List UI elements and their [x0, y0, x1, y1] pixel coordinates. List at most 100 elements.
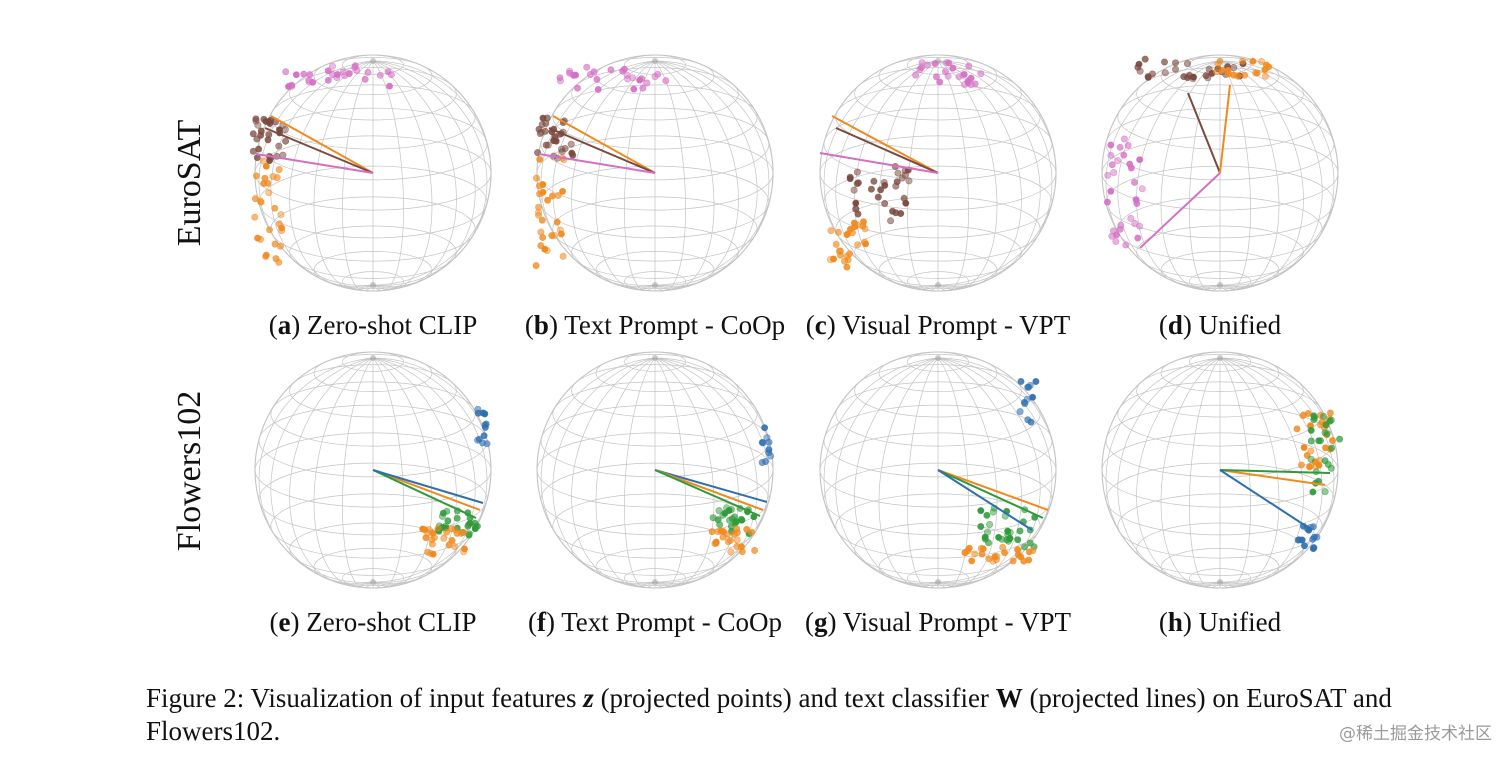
feature-point-pink: [955, 73, 963, 81]
feature-point-green: [983, 511, 991, 519]
feature-point-blue: [1310, 544, 1318, 552]
feature-point-brown: [874, 193, 882, 201]
feature-point-orange: [1218, 66, 1226, 74]
feature-point-pink: [619, 67, 627, 75]
feature-point-orange: [1025, 548, 1033, 556]
feature-point-brown: [265, 157, 273, 165]
subcaption-title: Visual Prompt - VPT: [842, 607, 1071, 637]
feature-point-pink: [1104, 171, 1112, 179]
feature-point-brown: [567, 140, 575, 148]
feature-point-green: [1311, 414, 1319, 422]
feature-point-pink: [654, 70, 662, 78]
feature-point-orange: [535, 211, 543, 219]
sphere-plot-d: [1101, 54, 1339, 292]
feature-point-green: [1315, 437, 1323, 445]
feature-point-pink: [961, 80, 969, 88]
feature-point-blue: [1021, 400, 1029, 408]
classifier-line-orange: [270, 115, 374, 174]
feature-point-orange: [275, 166, 283, 174]
feature-point-green: [1327, 416, 1335, 424]
feature-point-orange: [548, 192, 556, 200]
feature-point-orange: [262, 252, 270, 260]
feature-point-pink: [629, 74, 637, 82]
feature-point-pink: [931, 59, 939, 67]
classifier-line-green: [372, 469, 477, 519]
classifier-line-brown: [264, 127, 374, 174]
subcaption-b: (b) Text Prompt - CoOp: [524, 310, 786, 340]
feature-point-orange: [443, 528, 451, 536]
feature-point-brown: [877, 186, 885, 194]
subcaption-letter: f: [536, 607, 546, 637]
feature-point-pink: [918, 59, 926, 67]
feature-point-pink: [977, 70, 985, 78]
feature-point-pink: [1107, 141, 1115, 149]
feature-point-brown: [867, 185, 875, 193]
feature-point-green: [1016, 527, 1024, 535]
feature-point-pink: [1134, 234, 1142, 242]
sphere-plot-h: [1101, 351, 1344, 589]
feature-point-orange: [1014, 546, 1022, 554]
subcaption-f: (f) Text Prompt - CoOp: [527, 607, 783, 637]
feature-point-brown: [1205, 65, 1213, 73]
subcaption-letter: d: [1167, 310, 1183, 340]
feature-point-green: [1014, 536, 1022, 544]
feature-point-orange: [551, 232, 559, 240]
feature-point-orange: [843, 252, 851, 260]
row-label-eurosat: EuroSAT: [171, 119, 208, 247]
feature-point-orange: [1326, 409, 1334, 417]
feature-point-pink: [1109, 227, 1117, 235]
feature-point-orange: [548, 232, 556, 240]
classifier-line-pink: [255, 153, 374, 174]
feature-point-orange: [554, 192, 562, 200]
feature-point-orange: [427, 550, 435, 558]
feature-point-brown: [850, 186, 858, 194]
feature-point-orange: [460, 548, 468, 556]
feature-point-brown: [846, 175, 854, 183]
feature-point-blue: [1016, 408, 1024, 416]
feature-point-orange: [271, 204, 279, 212]
feature-point-brown: [892, 182, 900, 190]
classifier-line-brown: [835, 127, 939, 174]
feature-point-orange: [844, 230, 852, 238]
feature-point-blue: [474, 436, 482, 444]
feature-point-pink: [351, 63, 359, 71]
feature-point-blue: [1301, 542, 1309, 550]
feature-point-brown: [252, 117, 260, 125]
feature-point-orange: [991, 553, 999, 561]
feature-point-brown: [568, 149, 576, 157]
feature-point-pink: [593, 75, 601, 83]
feature-point-pink: [1107, 151, 1115, 159]
feature-point-brown: [282, 137, 290, 145]
feature-point-orange: [276, 242, 284, 250]
feature-point-pink: [376, 71, 384, 79]
feature-point-green: [453, 514, 461, 522]
feature-point-pink: [309, 78, 317, 86]
panel-h: [1090, 340, 1350, 600]
feature-point-pink: [573, 84, 581, 92]
feature-point-orange: [535, 182, 543, 190]
feature-point-orange: [1300, 444, 1308, 452]
classifier-line-orange: [1219, 84, 1231, 174]
feature-point-green: [732, 518, 740, 526]
feature-point-orange: [251, 213, 259, 221]
feature-point-pink: [361, 75, 369, 83]
symbol-w: W: [995, 683, 1023, 713]
feature-point-pink: [594, 85, 602, 93]
feature-point-blue: [767, 452, 775, 460]
feature-point-blue: [1017, 377, 1025, 385]
feature-point-brown: [264, 136, 272, 144]
figure-caption: Figure 2: Visualization of input feature…: [146, 683, 1392, 746]
panel-a: [243, 43, 503, 303]
feature-point-pink: [1126, 160, 1134, 168]
subcaption-letter: e: [278, 607, 291, 637]
feature-point-green: [1307, 437, 1315, 445]
feature-point-green: [977, 523, 985, 531]
feature-point-orange: [1298, 461, 1306, 469]
feature-point-orange: [1025, 556, 1033, 564]
feature-point-green: [1307, 426, 1315, 434]
feature-point-pink: [288, 82, 296, 90]
feature-point-pink: [1110, 169, 1118, 177]
feature-point-brown: [275, 142, 283, 150]
feature-point-orange: [843, 263, 851, 271]
feature-point-orange: [1329, 437, 1337, 445]
